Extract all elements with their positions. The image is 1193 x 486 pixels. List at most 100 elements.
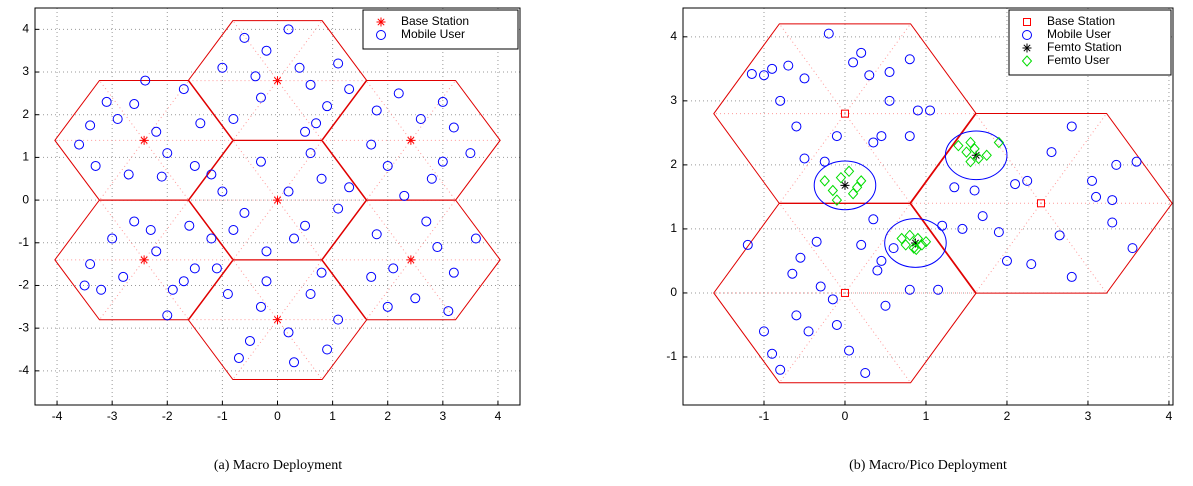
marker <box>333 58 344 69</box>
marker <box>366 139 377 150</box>
y-tick-label: 3 <box>670 93 677 107</box>
marker <box>815 281 826 292</box>
marker <box>305 148 316 159</box>
marker <box>406 135 416 145</box>
legend-label: Base Station <box>1047 14 1115 28</box>
marker <box>758 326 769 337</box>
marker <box>787 268 798 279</box>
y-tick-label: 0 <box>22 192 29 206</box>
marker <box>1026 259 1037 270</box>
sector-line <box>365 199 412 261</box>
marker <box>300 220 311 231</box>
sector-line <box>99 140 145 201</box>
sector-line <box>232 20 278 81</box>
femto-coverage <box>884 218 947 268</box>
legend-marker <box>1022 30 1032 40</box>
marker <box>912 105 923 116</box>
sector-line <box>232 199 278 261</box>
marker <box>827 184 839 197</box>
sector-line <box>844 292 911 384</box>
legend-label: Femto User <box>1047 53 1110 67</box>
axes-frame <box>34 7 521 406</box>
marker <box>933 284 944 295</box>
sector-line <box>232 259 278 320</box>
marker <box>90 160 101 171</box>
marker <box>977 211 988 222</box>
marker <box>876 255 887 266</box>
sector-line <box>143 140 190 201</box>
marker <box>799 153 810 164</box>
marker <box>322 101 333 112</box>
x-tick-label: -3 <box>107 409 118 423</box>
sector-line <box>844 23 911 114</box>
marker <box>371 229 382 240</box>
marker <box>1046 147 1057 158</box>
legend-label: Mobile User <box>401 27 465 41</box>
legend-label: Base Station <box>401 14 469 28</box>
marker <box>289 233 300 244</box>
marker <box>758 70 769 81</box>
marker <box>443 306 454 317</box>
marker <box>222 289 233 300</box>
marker <box>421 216 432 227</box>
marker <box>1107 195 1118 206</box>
marker <box>448 122 459 133</box>
marker <box>775 95 786 106</box>
marker <box>184 220 195 231</box>
marker <box>333 203 344 214</box>
marker <box>904 54 915 65</box>
x-tick-label: 0 <box>274 409 281 423</box>
marker <box>937 220 948 231</box>
sector-line <box>277 20 323 81</box>
marker <box>791 121 802 132</box>
x-tick-label: -2 <box>162 409 173 423</box>
marker <box>283 327 294 338</box>
marker <box>96 284 107 295</box>
marker <box>1036 199 1045 208</box>
marker <box>382 160 393 171</box>
y-tick-label: -1 <box>666 349 677 363</box>
marker <box>904 284 915 295</box>
marker <box>211 263 222 274</box>
sector-line <box>974 113 1042 204</box>
marker <box>289 357 300 368</box>
caption: (b) Macro/Pico Deployment <box>849 458 1007 473</box>
marker <box>856 239 867 250</box>
marker <box>904 229 915 242</box>
marker <box>139 135 149 145</box>
marker <box>925 105 936 116</box>
marker <box>189 263 200 274</box>
sector-line <box>778 113 846 204</box>
marker <box>856 175 867 187</box>
x-tick-label: 3 <box>439 409 446 423</box>
marker <box>371 105 382 116</box>
marker <box>811 236 822 247</box>
marker <box>746 68 757 79</box>
plot: -4 -3 -2 -1 0 1 2 3 4 -4 -3 -2 -1 0 1 2 3 4 Base StationMo… <box>18 7 521 423</box>
sector-line <box>778 23 846 114</box>
sector-line <box>844 202 911 294</box>
marker <box>908 242 919 254</box>
legend-marker <box>1022 43 1032 53</box>
y-tick-label: -1 <box>18 235 29 249</box>
marker <box>195 118 206 129</box>
marker <box>949 182 960 193</box>
marker <box>465 148 476 159</box>
marker <box>305 79 316 90</box>
marker <box>827 294 838 305</box>
plot-area <box>35 8 520 405</box>
x-tick-label: -4 <box>52 409 63 423</box>
sector-line <box>844 113 911 204</box>
marker <box>848 57 859 68</box>
marker <box>920 235 932 248</box>
x-tick-label: -1 <box>217 409 228 423</box>
marker <box>273 195 282 205</box>
marker <box>382 301 393 312</box>
marker <box>426 173 437 184</box>
marker <box>101 96 112 107</box>
marker <box>1066 271 1077 282</box>
marker <box>884 67 895 78</box>
marker <box>273 76 282 86</box>
marker <box>151 246 162 257</box>
marker <box>742 239 753 250</box>
